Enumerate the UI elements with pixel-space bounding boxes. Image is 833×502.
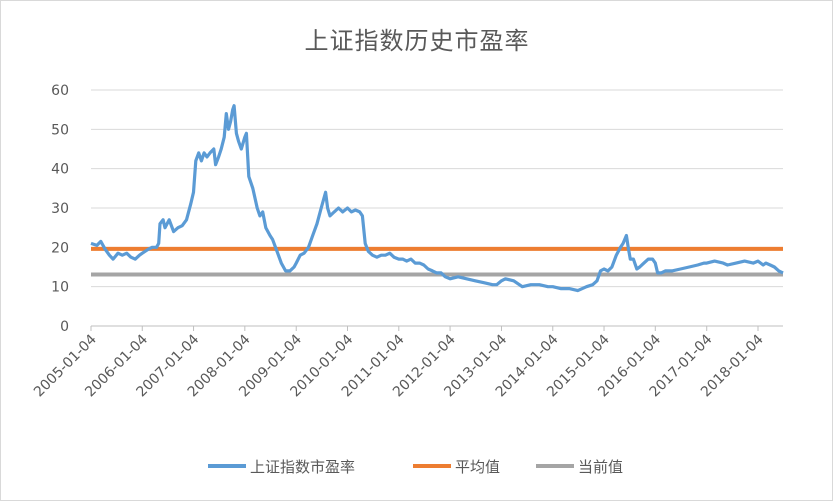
y-tick-label: 60 (51, 83, 69, 99)
series-line-0 (90, 104, 784, 293)
legend-label: 平均值 (455, 458, 500, 476)
x-axis-ticks: 2005-01-042006-01-042007-01-042008-01-04… (31, 326, 767, 400)
y-axis-ticks: 0 10 20 30 40 50 60 (51, 83, 69, 335)
y-tick-label: 0 (60, 319, 69, 335)
y-tick-label: 30 (51, 201, 69, 217)
legend: 上证指数市盈率 平均值 当前值 (208, 458, 623, 476)
grid-lines (91, 89, 783, 327)
y-tick-label: 20 (51, 240, 69, 256)
legend-label: 上证指数市盈率 (250, 458, 355, 476)
y-tick-label: 10 (51, 280, 69, 296)
y-tick-label: 40 (51, 162, 69, 178)
chart-title: 上证指数历史市盈率 (305, 27, 530, 55)
y-tick-label: 50 (51, 122, 69, 138)
legend-label: 当前值 (578, 458, 623, 476)
series-lines (90, 104, 784, 293)
